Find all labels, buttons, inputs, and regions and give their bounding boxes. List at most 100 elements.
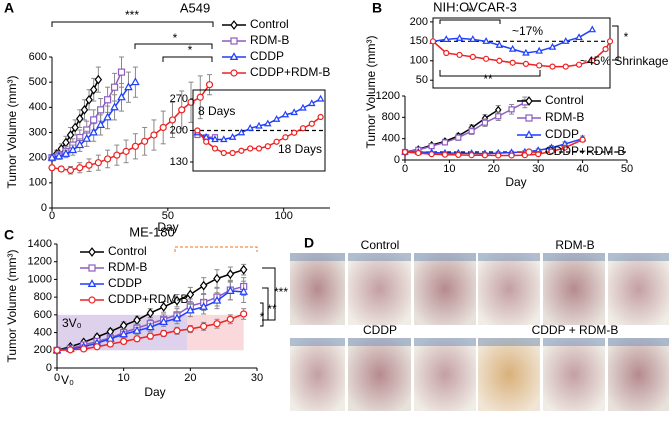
annotation: ~17% <box>512 24 543 38</box>
annotation: ** <box>267 302 277 316</box>
marker <box>194 127 201 134</box>
marker <box>61 149 71 157</box>
photo-backdrop <box>543 253 605 261</box>
marker <box>85 94 93 105</box>
y-tick-label: 1200 <box>28 256 52 268</box>
y-tick-label: 100 <box>410 55 428 67</box>
marker <box>122 147 130 155</box>
marker <box>141 137 149 145</box>
marker <box>120 337 128 346</box>
y-tick-label: 800 <box>34 291 52 303</box>
marker <box>291 129 298 136</box>
marker <box>575 61 583 68</box>
significance-bracket <box>439 19 501 24</box>
legend-label: Control <box>545 93 584 107</box>
photo <box>608 253 669 325</box>
marker <box>316 94 325 102</box>
marker <box>96 120 105 128</box>
panel-label: C <box>4 227 14 243</box>
y-tick-label: 600 <box>34 309 52 321</box>
shaded-region <box>187 314 244 351</box>
photo-group-label: RDM-B <box>555 238 594 252</box>
marker <box>93 343 101 351</box>
photo <box>414 338 476 411</box>
photo-backdrop <box>608 253 669 261</box>
y-axis-title: Tumor Volume (mm³) <box>5 250 19 363</box>
legend-marker <box>88 264 96 272</box>
y-tick-label: 130 <box>170 156 188 168</box>
x-tick-label: 20 <box>184 372 196 384</box>
plot-frame <box>432 17 611 89</box>
legend-marker <box>88 296 96 304</box>
marker <box>495 152 502 159</box>
marker <box>495 113 502 120</box>
photo-backdrop <box>478 253 540 261</box>
significance-bracket <box>51 21 214 27</box>
marker <box>548 42 557 50</box>
marker <box>97 106 105 114</box>
marker <box>579 136 586 143</box>
significance-bracket <box>162 56 213 62</box>
photo-backdrop <box>290 338 345 346</box>
marker <box>469 53 476 60</box>
significance-bracket <box>174 246 258 252</box>
marker <box>562 63 569 70</box>
marker <box>146 322 155 331</box>
legend-label: CDDP+RDM-B <box>545 144 625 158</box>
marker <box>443 49 450 57</box>
marker <box>47 152 57 161</box>
marker <box>226 269 235 279</box>
marker <box>575 33 583 41</box>
marker <box>264 119 272 127</box>
legend-marker <box>524 130 534 138</box>
marker <box>110 102 119 111</box>
marker <box>94 159 102 167</box>
photo-group-label: CDDP + RDM-B <box>532 323 619 337</box>
y-tick-label: 400 <box>382 133 400 145</box>
marker <box>239 264 248 275</box>
photo <box>290 338 345 411</box>
series-line <box>404 101 526 153</box>
photo <box>608 338 669 411</box>
photo-backdrop <box>348 253 411 261</box>
marker <box>308 99 316 107</box>
marker <box>186 289 195 300</box>
marker <box>71 122 79 133</box>
legend-marker <box>88 247 96 257</box>
marker <box>481 152 489 159</box>
chart-title: NIH:OVCAR-3 <box>433 0 517 14</box>
marker <box>264 143 271 150</box>
marker <box>455 33 464 41</box>
y-axis-title: Tumor Volume (mm³) <box>5 76 19 189</box>
annotation: * <box>188 43 193 57</box>
y-tick-label: 200 <box>34 344 52 356</box>
marker <box>455 151 462 159</box>
marker <box>496 57 503 64</box>
photo-backdrop <box>414 253 476 261</box>
y-tick-label: 200 <box>170 124 188 136</box>
annotation: * <box>260 310 265 324</box>
marker <box>103 96 112 104</box>
legend-label: CDDP <box>545 127 579 141</box>
photo-group-label: CDDP <box>363 323 397 337</box>
marker <box>299 103 307 111</box>
marker <box>110 83 119 91</box>
marker <box>308 120 315 127</box>
y-tick-label: 0 <box>41 202 47 214</box>
annotation: V₀ <box>61 373 74 387</box>
marker <box>282 134 289 141</box>
marker <box>255 145 263 152</box>
x-axis-title: Day <box>505 175 526 189</box>
marker <box>299 125 307 132</box>
marker <box>146 332 154 340</box>
panel-label: A <box>4 0 14 16</box>
photo-group-label: Control <box>361 238 400 252</box>
annotation: 8 Days <box>198 104 235 118</box>
legend-marker <box>230 37 238 45</box>
photo-backdrop <box>608 338 669 346</box>
x-tick-label: 30 <box>532 163 544 175</box>
y-axis-title: Tumor Volume (mm³) <box>364 36 378 149</box>
marker <box>255 121 263 129</box>
x-tick-label: 10 <box>443 163 455 175</box>
